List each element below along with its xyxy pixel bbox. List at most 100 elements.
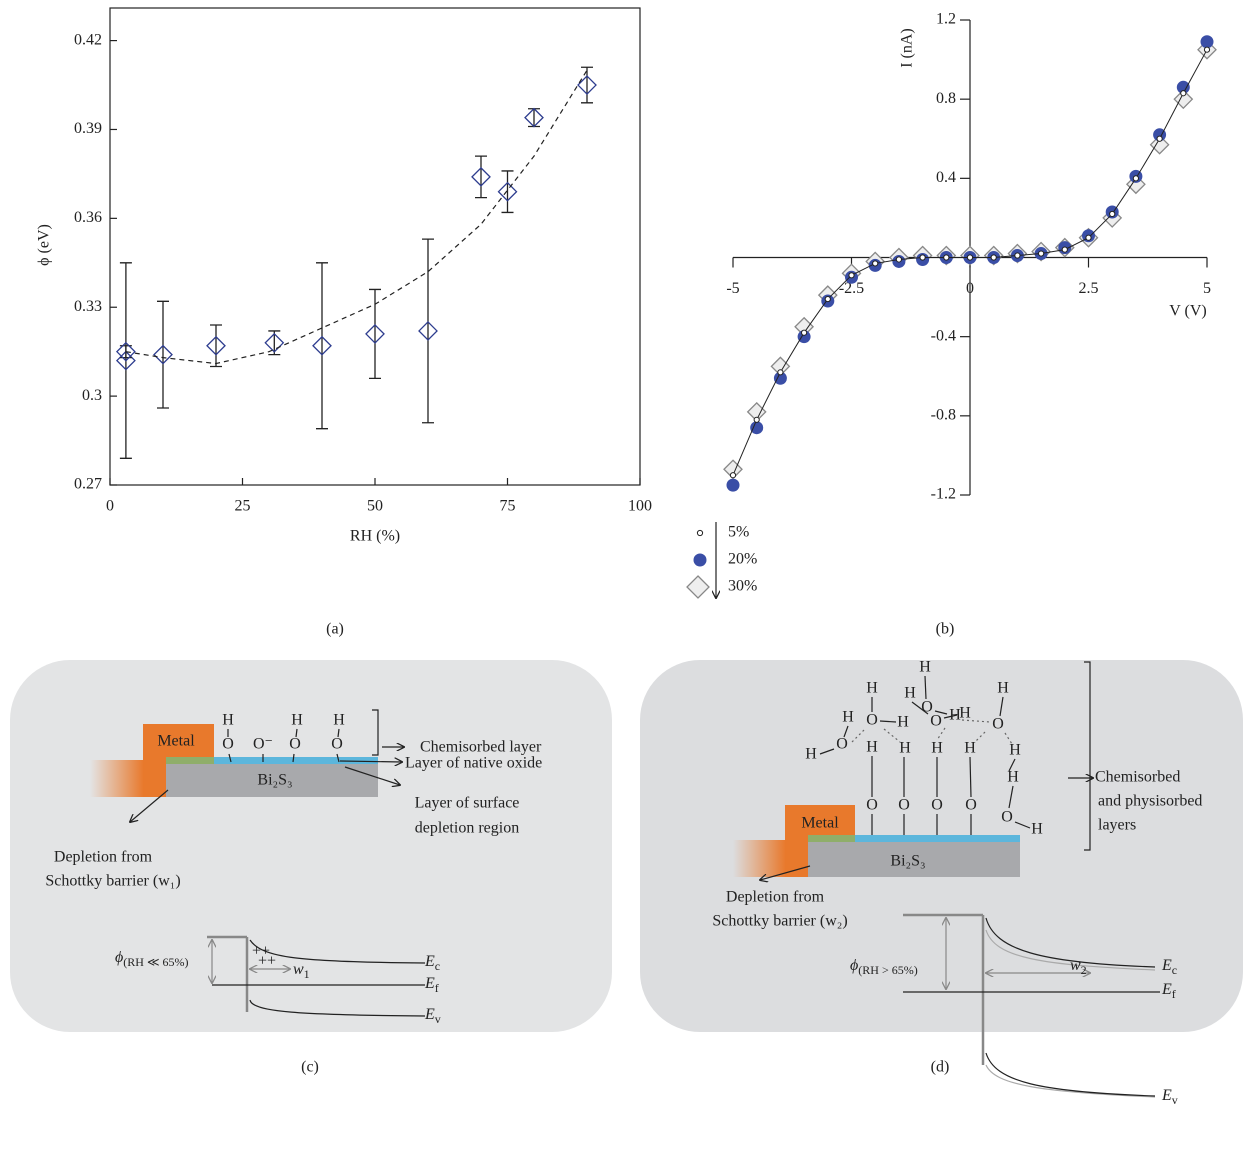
data-point [418,321,438,341]
error-bar [581,66,593,104]
data-point [1156,135,1163,142]
data-point [943,254,950,261]
y-tick-label: 0.3 [82,387,102,404]
x-tick-label: 5 [1203,280,1211,297]
charges: ++ [252,943,270,960]
plot-frame [109,7,641,486]
error-bar [268,330,281,356]
metal-label: Metal [801,815,839,832]
data-point [1109,210,1116,218]
symbol-label: Ev [424,1006,441,1026]
hydrogen-bond [1004,732,1013,745]
caption: (a) [326,621,344,638]
chemisorbed-label: Chemisorbed layer [420,739,542,756]
symbol-label: Ec [1161,957,1177,977]
data-point [753,416,760,423]
data-point [264,332,285,353]
y-tick-label: 0.27 [74,476,102,493]
x-tick-label: 25 [235,498,251,515]
atom: O [289,736,301,753]
data-point [966,254,974,261]
subscript: v [1172,1093,1178,1107]
atom: H [222,712,234,729]
metal [143,724,214,797]
y-tick-label: 0.42 [74,31,102,48]
x-tick-label: -5 [726,280,739,297]
subscript: (RH > 65%) [858,963,917,977]
symbol-label: Ef [424,975,439,995]
error-bar [422,238,434,424]
schottky-label: Schottky barrier (w₁) [45,873,180,890]
bond [843,725,849,738]
bond [1014,821,1031,829]
pointer [130,789,169,822]
metal-fade [733,840,785,877]
y-tick-label: 1.2 [936,11,956,28]
atom: H [1007,769,1019,786]
x-tick-label: 50 [367,498,383,515]
error-bar [501,170,514,214]
layers-label: layers [1098,817,1136,834]
symbol-label: ϕ(RH ≪ 65%) [115,949,189,969]
schottky-label: Depletion from [726,889,825,906]
schottky-label: Depletion from [54,849,153,866]
subscript: c [435,959,440,973]
error-bar [369,288,381,379]
data-point [801,329,808,336]
data-point [1203,46,1211,53]
y-tick-label: 0.4 [936,169,956,186]
bond [337,728,340,738]
pointer [339,761,402,762]
conduction-band [985,917,1156,968]
data-point [1149,134,1170,155]
atom: O [836,736,848,753]
data-point [497,181,518,202]
legend-label: 20% [728,551,757,568]
bond [292,753,295,763]
pointer [344,766,400,785]
bond [1008,758,1016,772]
y-axis-label: ϕ (eV) [36,224,53,266]
data-point [895,256,903,263]
substrate-label: Bi₂S₃ [257,772,292,789]
oxide-metal [808,835,855,842]
hydrogen-bond [974,731,986,743]
x-tick-label: 2.5 [1079,280,1099,297]
atom: H [899,740,911,757]
atom: O⁻ [253,736,273,753]
y-tick-label: -1.2 [931,486,956,503]
data-point [471,166,491,187]
symbol-label: ϕ(RH > 65%) [850,957,918,977]
bond [934,710,948,715]
atom: H [291,712,303,729]
data-point [726,478,740,492]
symbol: E [424,953,435,970]
atom: H [997,680,1009,697]
data-point [919,254,926,261]
oxide-metal [166,757,214,764]
subscript: (RH ≪ 65%) [123,955,188,969]
symbol: E [424,1006,435,1023]
data-point [1180,90,1187,97]
layers-label: and physisorbed [1098,793,1202,810]
atom: H [904,685,916,702]
atom: H [333,712,345,729]
legend-label: 5% [728,524,749,541]
x-axis-label: V (V) [1169,303,1206,320]
schottky-label: Schottky barrier (w₂) [712,913,847,930]
data-point [824,295,831,303]
atom: H [1031,821,1043,838]
bracket [1084,661,1091,851]
y-tick-label: -0.4 [931,327,956,344]
symbol-label: w1 [293,961,310,981]
error-bar [119,345,132,359]
oxide-label: Layer of native oxide [405,755,542,772]
data-point [1038,250,1045,257]
subscript: c [1172,963,1177,977]
bond [879,720,897,723]
y-tick-label: 0.39 [74,120,102,137]
bond [943,714,958,719]
pointer [760,865,811,880]
subscript: v [435,1012,441,1026]
